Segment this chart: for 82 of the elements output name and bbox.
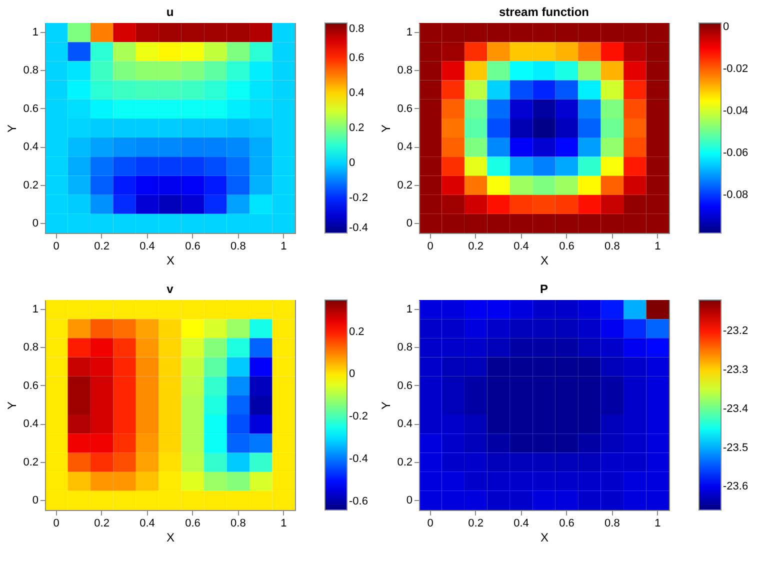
y-tick-label: 0.8 [397, 64, 412, 77]
color-bar-label: -0.02 [723, 63, 748, 76]
color-bar-label: -0.04 [723, 105, 748, 118]
x-axis-title: X [166, 254, 175, 268]
y-tick-label: 1 [32, 26, 38, 39]
color-bar-label: -0.2 [349, 410, 368, 423]
x-tick-label: 0.8 [230, 240, 246, 252]
x-tick-label: 0.2 [94, 518, 110, 530]
x-tick-label: 0.4 [140, 240, 155, 252]
color-bar-label: -23.2 [723, 325, 748, 338]
x-tick-label: 0.8 [230, 518, 246, 530]
color-bar-label: 0.4 [349, 87, 364, 99]
x-axis-title: X [540, 530, 549, 544]
x-tick-label: 0.4 [140, 518, 155, 530]
y-tick-label: 0.4 [397, 141, 412, 154]
color-bar-label: -23.3 [723, 364, 748, 376]
y-axis-title: Y [5, 401, 20, 410]
color-bar-label: -0.08 [723, 189, 748, 202]
x-tick-label: 1 [280, 240, 287, 252]
color-bar-label: -23.4 [723, 402, 748, 415]
x-tick-label: 0 [53, 240, 60, 252]
x-tick-label: 0.2 [468, 240, 484, 252]
x-tick-label: 0.2 [94, 240, 110, 252]
y-tick-label: 0.6 [23, 102, 38, 115]
y-tick-label: 1 [32, 304, 38, 316]
color-bar-label: 0.2 [349, 326, 364, 338]
color-bar-label: -0.6 [349, 496, 368, 508]
color-bar-label: -0.2 [349, 192, 368, 204]
y-tick-label: 0.2 [397, 179, 412, 192]
x-tick-label: 1 [654, 240, 661, 252]
y-tick-label: 0.6 [397, 102, 412, 115]
y-axis-title: Y [379, 124, 394, 133]
x-tick-label: 0.4 [514, 518, 529, 530]
x-tick-label: 1 [280, 518, 287, 530]
x-tick-label: 0 [427, 518, 434, 530]
y-tick-label: 0.4 [397, 418, 412, 430]
chart-title: stream function [498, 5, 590, 19]
y-tick-label: 0.8 [397, 342, 412, 354]
y-tick-label: 0.6 [397, 380, 412, 392]
x-tick-label: 0.6 [185, 518, 200, 530]
color-bar-label: -23.5 [723, 442, 748, 454]
color-bar-label: 0 [349, 368, 356, 380]
y-tick-label: 0.2 [23, 456, 38, 468]
x-tick-label: 0 [427, 240, 434, 252]
x-tick-label: 0 [53, 518, 60, 530]
y-tick-label: 0.2 [23, 179, 38, 192]
y-tick-label: 0 [406, 494, 412, 506]
y-axis-title: Y [5, 124, 20, 133]
y-tick-label: 0.2 [397, 456, 412, 468]
x-tick-label: 0.8 [604, 240, 620, 252]
y-tick-label: 0 [32, 494, 38, 506]
y-axis-title: Y [379, 401, 394, 410]
y-tick-label: 0.6 [23, 380, 38, 392]
color-bar-label: 0 [723, 21, 730, 34]
chart-title: v [166, 282, 174, 296]
y-tick-label: 0.4 [23, 418, 38, 430]
y-tick-label: 1 [406, 26, 412, 39]
x-tick-label: 0.6 [185, 240, 200, 252]
y-tick-label: 1 [406, 304, 412, 316]
color-bar-label: 0.8 [349, 23, 364, 35]
x-tick-label: 1 [654, 518, 661, 530]
color-bar-label: 0.6 [349, 52, 364, 64]
color-bar-label: 0.2 [349, 122, 364, 134]
color-bar-label: -0.06 [723, 147, 748, 160]
color-bar-label: 0 [349, 157, 356, 169]
x-axis-title: X [166, 530, 175, 544]
x-axis-title: X [540, 254, 549, 268]
color-bar-label: -0.4 [349, 453, 368, 466]
x-tick-label: 0.6 [559, 240, 574, 252]
x-tick-label: 0.8 [604, 518, 620, 530]
color-bar-label: -23.6 [723, 480, 748, 493]
x-tick-label: 0.2 [468, 518, 484, 530]
x-tick-label: 0.6 [559, 518, 574, 530]
y-tick-label: 0 [32, 217, 38, 230]
y-tick-label: 0 [406, 217, 412, 230]
chart-title: P [540, 282, 548, 296]
color-bar-label: -0.4 [349, 222, 368, 234]
y-tick-label: 0.4 [23, 141, 38, 154]
y-tick-label: 0.8 [23, 64, 38, 77]
y-tick-label: 0.8 [23, 342, 38, 354]
chart-title: u [166, 5, 174, 19]
x-tick-label: 0.4 [514, 240, 529, 252]
